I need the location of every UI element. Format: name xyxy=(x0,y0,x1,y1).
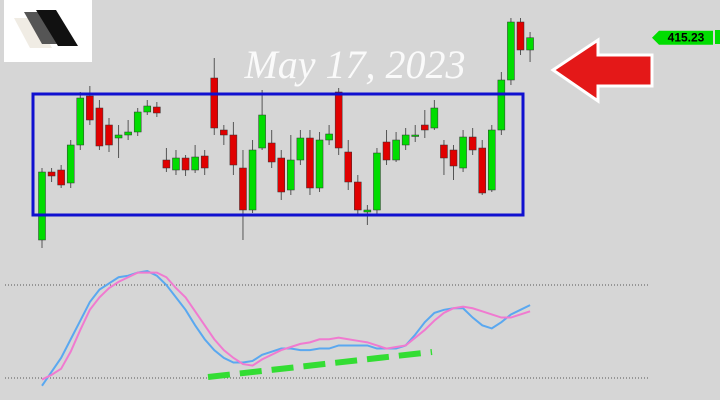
candle-body xyxy=(133,111,142,133)
candle-body xyxy=(143,105,152,113)
candle-body xyxy=(325,133,333,141)
divergence-line xyxy=(207,349,433,380)
candle-body xyxy=(277,157,285,193)
candle-body xyxy=(497,79,506,131)
candle-body xyxy=(344,151,352,183)
price-panel xyxy=(38,18,534,248)
oscillator-line xyxy=(41,271,531,381)
candle-body xyxy=(526,37,534,51)
candle-body xyxy=(95,107,104,147)
candle-body xyxy=(76,97,85,146)
price-label-bg xyxy=(652,30,713,45)
candle-body xyxy=(306,137,314,189)
candle-body xyxy=(392,139,400,161)
candle-body xyxy=(507,21,515,81)
candle-body xyxy=(47,171,56,177)
logo-shape xyxy=(36,10,78,46)
candle-body xyxy=(459,136,467,169)
candle-body xyxy=(114,134,123,139)
candle-body xyxy=(191,156,199,171)
candle-body xyxy=(449,149,458,167)
candle-body xyxy=(315,139,324,189)
candle-body xyxy=(66,144,75,184)
candle-body xyxy=(162,159,171,169)
candle-body xyxy=(363,209,372,213)
candle-body xyxy=(354,181,362,211)
candle-body xyxy=(430,107,439,129)
candle-body xyxy=(468,136,477,151)
candle-body xyxy=(382,141,391,161)
edge-marker xyxy=(715,30,720,44)
candle-body xyxy=(172,157,180,171)
candle-body xyxy=(488,129,496,191)
candle-body xyxy=(105,124,113,146)
range-box xyxy=(31,92,525,217)
candle-body xyxy=(57,169,65,186)
candle-body xyxy=(411,134,419,137)
arrow xyxy=(550,37,654,104)
candle-body xyxy=(229,134,238,166)
candle-body xyxy=(478,147,486,194)
candle-body xyxy=(267,142,276,163)
candle-body xyxy=(248,149,257,211)
candle-body xyxy=(200,155,209,169)
candle-body xyxy=(421,124,429,131)
candle-body xyxy=(373,152,381,211)
candle-body xyxy=(287,159,295,191)
candle-body xyxy=(334,91,343,149)
candle-body xyxy=(516,21,525,51)
candle-body xyxy=(401,134,410,146)
candle-body xyxy=(181,157,190,171)
candle-body xyxy=(239,167,247,211)
candle-body xyxy=(124,131,132,136)
oscillator-panel xyxy=(5,270,648,387)
price-label: 415.23 xyxy=(668,31,705,45)
watermark: May 17, 2023 xyxy=(243,42,465,87)
candle-body xyxy=(258,114,266,149)
candle-body xyxy=(86,95,94,121)
candle-body xyxy=(210,77,219,129)
candle-body xyxy=(440,144,448,159)
candle-body xyxy=(220,129,228,136)
candle-body xyxy=(38,171,46,241)
candle-body xyxy=(296,137,305,161)
candle-body xyxy=(153,106,161,114)
